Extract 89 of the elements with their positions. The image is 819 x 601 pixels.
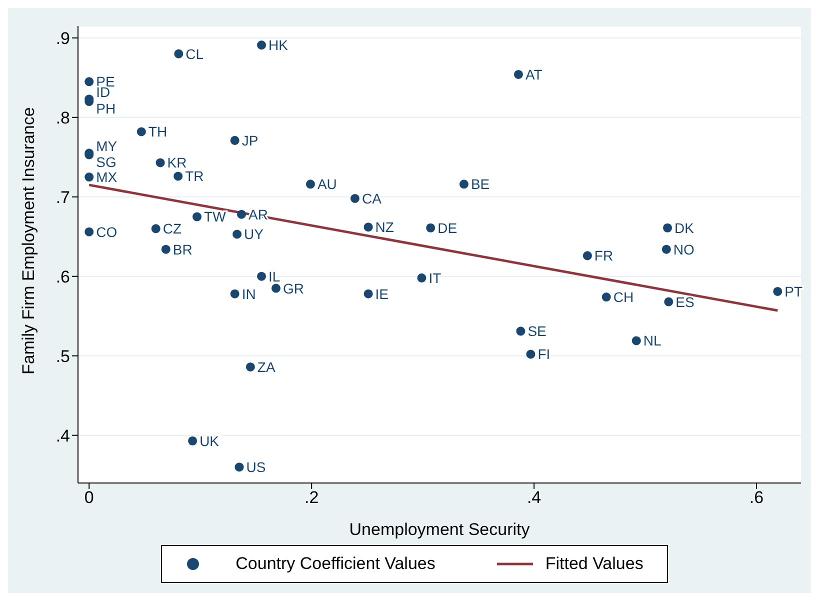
legend-label: Country Coefficient Values	[234, 554, 436, 574]
x-tick-label: .6	[749, 488, 764, 508]
point	[230, 136, 240, 145]
data-label: CL	[186, 46, 204, 62]
data-label: US	[246, 459, 266, 476]
data-label: CH	[613, 289, 634, 306]
y-axis-title: Family Firm Employment Insurance	[19, 107, 38, 374]
point	[151, 224, 160, 234]
point	[459, 180, 468, 189]
data-label: HK	[268, 37, 289, 54]
data-label: TH	[148, 124, 168, 140]
data-label: CO	[96, 224, 118, 240]
point	[156, 158, 165, 168]
point	[663, 223, 672, 232]
point	[632, 336, 641, 346]
point	[84, 77, 94, 86]
data-label: PH	[96, 100, 116, 117]
data-label: BR	[172, 241, 192, 258]
point	[246, 362, 255, 372]
data-label: NZ	[375, 219, 394, 236]
data-label: JP	[242, 132, 258, 148]
data-label: IL	[268, 268, 280, 284]
data-label: AU	[317, 176, 337, 192]
data-label: IT	[428, 270, 442, 286]
data-label: KR	[167, 154, 187, 171]
y-tick-label: .7	[56, 188, 70, 207]
data-label: GR	[282, 280, 304, 296]
point	[602, 292, 611, 302]
data-label: CA	[362, 190, 382, 206]
point	[582, 251, 592, 260]
legend-label: Fitted Values	[544, 554, 644, 574]
y-tick-label: .9	[56, 28, 70, 48]
point	[136, 127, 146, 136]
point	[84, 227, 94, 236]
data-label: MX	[96, 169, 118, 186]
point	[664, 297, 674, 306]
point	[230, 289, 240, 298]
y-tick-label: .6	[56, 267, 70, 286]
point	[188, 436, 198, 446]
data-label: SE	[528, 323, 546, 340]
data-label: UK	[200, 432, 220, 449]
point	[306, 180, 315, 189]
point	[426, 223, 436, 232]
x-axis-title: Unemployment Security	[349, 520, 530, 539]
data-label: IE	[375, 286, 389, 302]
data-label: FR	[594, 248, 614, 264]
point	[417, 273, 426, 282]
point	[514, 70, 523, 79]
point	[773, 286, 782, 296]
point	[257, 40, 266, 50]
data-label: BE	[470, 176, 490, 192]
point	[234, 462, 244, 472]
data-label: IN	[242, 286, 256, 302]
data-label: ZA	[257, 358, 276, 375]
x-tick-label: .2	[304, 488, 319, 508]
data-label: NL	[643, 332, 662, 349]
point	[174, 172, 183, 181]
point	[526, 350, 536, 359]
data-label: FI	[538, 346, 550, 362]
point	[364, 222, 373, 232]
x-tick-label: .4	[526, 488, 542, 508]
data-label: TW	[204, 208, 227, 225]
point	[84, 172, 94, 182]
y-tick-label: .4	[56, 426, 70, 446]
data-label: TR	[185, 168, 204, 184]
point	[364, 289, 373, 298]
data-label: PT	[784, 283, 803, 300]
data-label: MY	[96, 138, 118, 154]
point	[257, 272, 266, 281]
data-label: DK	[674, 220, 695, 236]
data-label: ES	[676, 294, 694, 310]
y-tick-label: .8	[56, 108, 70, 128]
point	[232, 230, 242, 239]
x-tick-label: 0	[84, 488, 94, 508]
point	[161, 244, 170, 254]
data-label: SG	[96, 154, 116, 170]
point	[350, 194, 360, 203]
data-label: AT	[525, 66, 543, 82]
data-label: NO	[673, 241, 695, 258]
point	[662, 244, 671, 254]
data-label: DE	[438, 220, 458, 236]
point	[236, 210, 246, 219]
point	[516, 326, 526, 336]
data-label: CZ	[162, 220, 182, 237]
point	[192, 212, 202, 222]
y-tick-label: .5	[56, 346, 70, 366]
data-label: UY	[244, 226, 264, 242]
point	[174, 49, 184, 58]
point	[271, 284, 281, 293]
